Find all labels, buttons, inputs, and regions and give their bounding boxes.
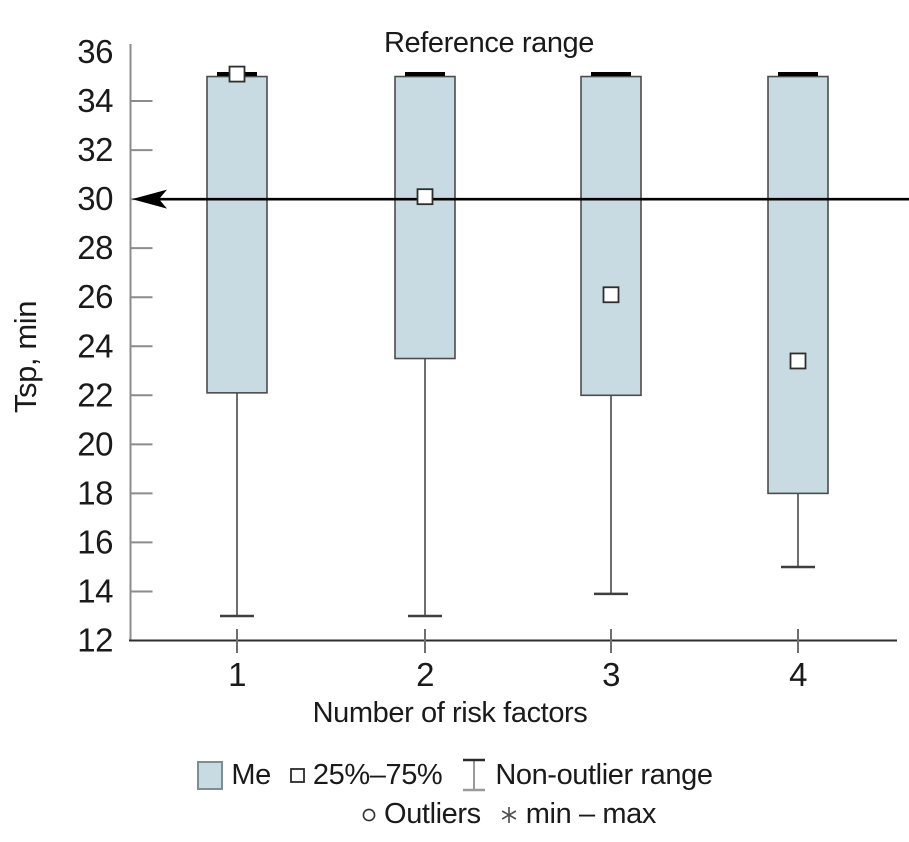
reference-arrow-head [132,189,167,209]
legend-row-2: Outliers min – max [361,798,656,831]
non-outlier-range-icon [463,758,486,792]
x-tick-label-2: 2 [416,656,434,693]
box-4 [767,75,829,495]
percentile-square-icon [289,767,305,783]
box-1 [206,75,268,394]
me-box-icon [197,760,224,790]
y-tick-label-36: 36 [77,33,113,70]
y-tick-label-30: 30 [77,180,113,217]
box-3 [580,75,642,397]
box-2 [394,75,456,360]
min-max-asterisk-icon [501,806,517,823]
y-tick-label-28: 28 [77,229,113,266]
y-tick-label-22: 22 [77,376,113,413]
legend-label-outliers: Outliers [384,798,481,830]
median-marker-3 [602,286,620,304]
legend-item-me: Me [196,759,271,792]
y-tick-label-26: 26 [77,278,113,315]
legend-item-25-75: 25%–75% [289,758,443,792]
legend-item-outliers: Outliers [361,798,481,831]
x-tick-label-4: 4 [789,656,807,693]
legend-label-non-outlier: Non-outlier range [495,758,713,791]
legend-item-non-outlier: Non-outlier range [460,756,713,794]
median-marker-4 [789,352,807,370]
y-tick-label-18: 18 [77,474,113,511]
reference-range-label: Reference range [383,27,595,59]
legend-label-min-max: min – max [525,798,657,830]
legend-item-min-max: min – max [499,798,656,831]
y-tick-label-14: 14 [77,572,113,609]
y-tick-label-24: 24 [77,327,113,364]
legend-label-me: Me [231,758,271,791]
legend-row-1: Me 25%–75% Non-outlier range [196,756,713,794]
legend-label-25-75: 25%–75% [312,758,443,791]
x-tick-label-3: 3 [602,656,620,693]
y-axis-title: Tsp, min [8,300,43,414]
y-tick-label-34: 34 [77,82,113,119]
median-marker-1 [228,65,246,83]
y-tick-label-32: 32 [77,131,113,168]
y-tick-label-20: 20 [77,425,113,462]
y-tick-label-12: 12 [77,622,113,659]
x-axis-title: Number of risk factors [312,697,588,729]
x-tick-label-1: 1 [228,656,246,693]
legend: Me 25%–75% Non-outlier range [0,756,909,831]
y-tick-label-16: 16 [77,523,113,560]
outliers-circle-icon [362,808,376,821]
median-marker-2 [416,188,434,206]
